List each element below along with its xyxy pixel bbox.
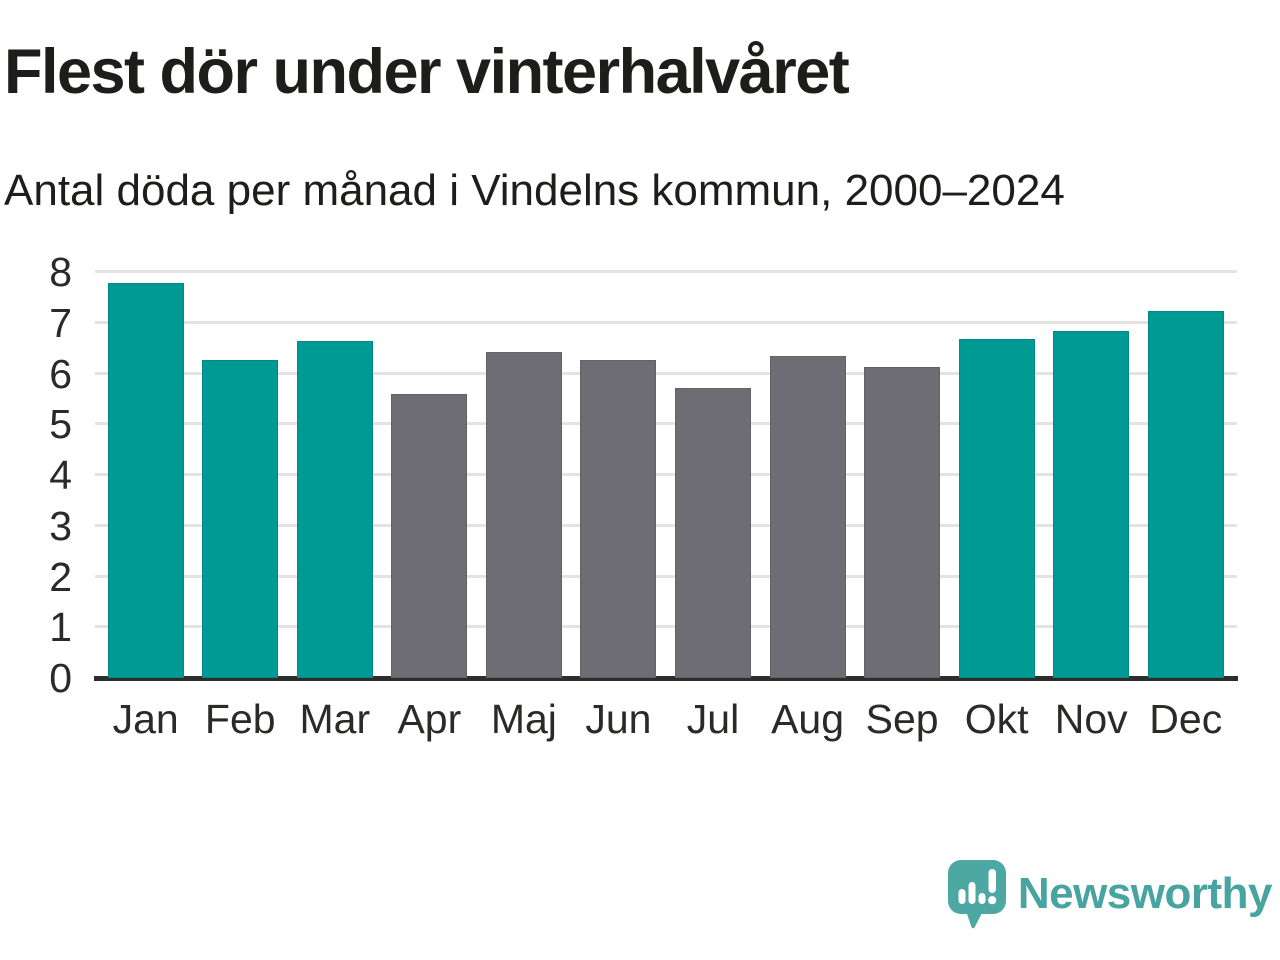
- x-tick-label-jan: Jan: [112, 696, 179, 742]
- gridline-7: [95, 320, 1237, 324]
- bar-apr: [391, 393, 468, 678]
- y-tick-label-4: 4: [49, 452, 72, 498]
- y-tick-label-8: 8: [49, 249, 72, 295]
- newsworthy-speech-bubble-chart-icon: [946, 858, 1008, 930]
- bar-mar: [296, 340, 373, 678]
- gridline-2: [95, 574, 1237, 578]
- y-tick-label-1: 1: [49, 604, 72, 651]
- newsworthy-logo: Newsworthy: [946, 858, 1273, 930]
- x-tick-label-aug: Aug: [771, 696, 845, 742]
- bar-jun: [580, 359, 657, 678]
- gridline-3: [95, 523, 1237, 527]
- bar-jul: [675, 388, 751, 678]
- x-tick-label-apr: Apr: [397, 696, 462, 742]
- x-tick-label-feb: Feb: [204, 696, 276, 742]
- bar-nov: [1053, 330, 1130, 678]
- x-tick-label-jun: Jun: [585, 696, 652, 742]
- chart-title: Flest dör under vinterhalvåret: [4, 37, 850, 107]
- x-tick-label-nov: Nov: [1054, 696, 1128, 742]
- x-tick-label-mar: Mar: [299, 696, 371, 742]
- gridline-1: [95, 625, 1237, 629]
- plot-area: Jan Feb Mar Apr Maj Jun Jul Aug Sep Okt Nov Dec: [94, 270, 1238, 742]
- gridline-6: [95, 371, 1237, 375]
- gridline-4: [95, 473, 1237, 476]
- bar-dec: [1147, 310, 1224, 678]
- y-tick-label-2: 2: [49, 553, 72, 600]
- newsworthy-brand-text: Newsworthy: [1017, 869, 1273, 918]
- bar-maj: [485, 351, 562, 678]
- y-tick-label-6: 6: [49, 350, 72, 397]
- bar-jan: [107, 283, 184, 678]
- y-tick-label-3: 3: [49, 502, 72, 549]
- bar-feb: [202, 360, 279, 678]
- y-tick-label-5: 5: [49, 401, 72, 448]
- x-tick-label-sep: Sep: [865, 696, 939, 742]
- gridline-8: [95, 270, 1237, 273]
- gridline-5: [95, 422, 1237, 426]
- x-tick-label-dec: Dec: [1149, 696, 1223, 742]
- y-tick-label-7: 7: [49, 299, 72, 346]
- x-axis-line: [94, 676, 1238, 681]
- x-tick-label-okt: Okt: [964, 696, 1029, 742]
- y-tick-label-0: 0: [49, 655, 72, 701]
- x-tick-label-jul: Jul: [686, 696, 740, 742]
- bar-aug: [769, 356, 846, 678]
- x-tick-label-maj: Maj: [490, 696, 557, 742]
- bar-okt: [958, 339, 1035, 678]
- chart-subtitle: Antal döda per månad i Vindelns kommun, …: [4, 166, 1065, 215]
- bar-sep: [864, 367, 941, 678]
